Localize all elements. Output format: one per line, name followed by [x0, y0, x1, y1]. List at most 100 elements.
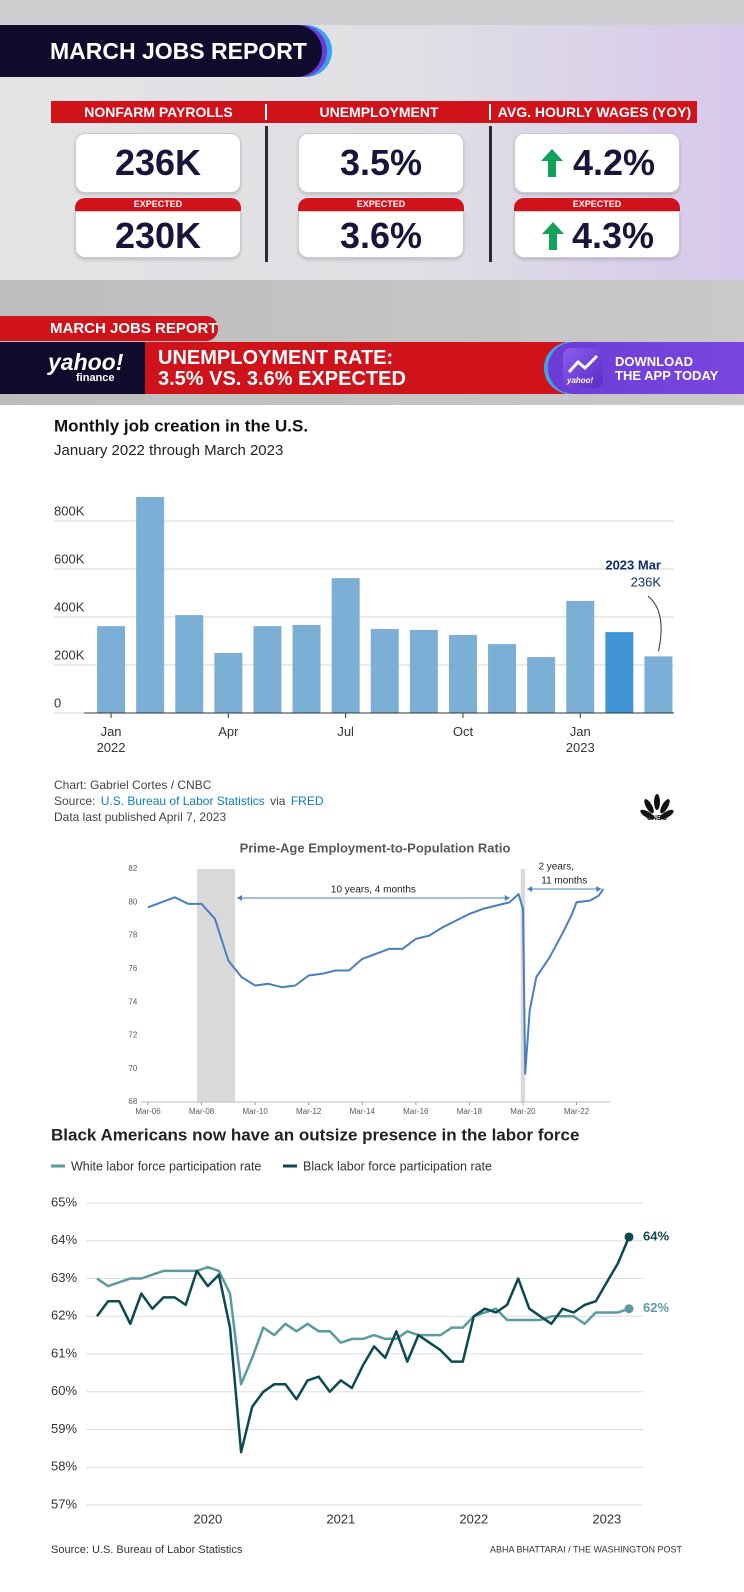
expected-tab: EXPECTED [514, 198, 680, 211]
panel-header-bar [51, 101, 697, 123]
source-link[interactable]: U.S. Bureau of Labor Statistics [101, 794, 265, 808]
expected-value: 3.6% [298, 211, 464, 258]
x-tick-label: Mar-10 [242, 1107, 268, 1116]
logo-sub: finance [76, 372, 115, 384]
up-arrow [541, 221, 564, 250]
y-tick-label: 68 [128, 1097, 137, 1106]
x-tick-label: 2023 [592, 1511, 621, 1526]
x-tick-label: Jan 2022 [97, 724, 126, 755]
source-via: via [270, 794, 286, 808]
recession-band [197, 869, 236, 1102]
line [95, 1236, 631, 1454]
end-dot [624, 1304, 634, 1314]
chart-title: Black Americans now have an outsize pres… [51, 1125, 579, 1144]
y-tick-label: 200K [54, 647, 85, 662]
separator [265, 104, 267, 120]
legend-label: Black labor force participation rate [303, 1159, 492, 1173]
x-tick-label: Apr [218, 724, 239, 739]
icon-graph [567, 354, 599, 374]
source-link[interactable]: FRED [291, 794, 324, 808]
y-tick-label: 65% [51, 1194, 77, 1209]
bar [370, 629, 399, 713]
bar [448, 635, 477, 713]
headline-band [145, 342, 565, 394]
y-tick-label: 800K [54, 503, 85, 518]
chart-title: Monthly job creation in the U.S. [54, 416, 308, 435]
y-tick-label: 64% [51, 1232, 77, 1247]
tag: MARCH JOBS REPORT [0, 316, 218, 341]
source: Source: U.S. Bureau of Labor Statistics … [54, 794, 324, 808]
annotation: 10 years, 4 months [331, 885, 416, 896]
expected-tab: EXPECTED [298, 198, 464, 211]
headline: UNEMPLOYMENT RATE: [158, 347, 394, 369]
x-tick-label: Jul [337, 724, 354, 739]
value-label: 236K [631, 574, 662, 589]
promo-text: DOWNLOAD [615, 354, 693, 369]
expected-value: 230K [75, 211, 241, 258]
expected-box: 4.3% [514, 211, 680, 258]
note: Data last published April 7, 2023 [54, 810, 226, 824]
actual-value: 3.5% [298, 133, 464, 193]
y-tick-label: 62% [51, 1308, 77, 1323]
end-label: 64% [643, 1228, 669, 1243]
x-tick-label: Mar-12 [296, 1107, 322, 1116]
leader [647, 595, 662, 652]
chart-title: Prime-Age Employment-to-Population Ratio [240, 840, 511, 855]
annotation: 2023 Mar [605, 557, 661, 572]
y-tick-label: 0 [54, 695, 61, 710]
bar [331, 578, 360, 713]
bar [97, 626, 126, 713]
x-tick-label: Mar-16 [403, 1107, 429, 1116]
y-tick-label: 72 [128, 1031, 137, 1040]
y-tick-label: 82 [128, 864, 137, 873]
headline: 3.5% VS. 3.6% EXPECTED [158, 368, 406, 390]
bar [644, 656, 673, 713]
broadcast: MARCH JOBS REPORT NONFARM PAYROLLS UNEMP… [0, 0, 744, 405]
panel-label: NONFARM PAYROLLS [84, 104, 233, 120]
end-label: 62% [643, 1300, 669, 1315]
recession-band [520, 869, 526, 1102]
app-icon: yahoo! [563, 348, 603, 388]
y-tick-label: 600K [54, 551, 85, 566]
icon-text: yahoo! [567, 376, 594, 385]
actual-box: 4.2% [514, 133, 680, 193]
line [147, 888, 605, 1075]
y-tick-label: 59% [51, 1421, 77, 1436]
bar [136, 497, 165, 713]
bar [488, 644, 517, 713]
divider [489, 126, 492, 262]
source: Source: U.S. Bureau of Labor Statistics [51, 1544, 243, 1556]
bar [527, 657, 556, 713]
bar [605, 632, 634, 713]
annotation: 11 months [541, 876, 587, 887]
y-tick-label: 58% [51, 1459, 77, 1474]
top-strip [0, 0, 744, 25]
cnbc-peacock [640, 794, 674, 820]
panel-label: UNEMPLOYMENT [319, 104, 439, 120]
end-dot [624, 1232, 634, 1242]
x-tick-label: Jan 2023 [566, 724, 595, 755]
bar [566, 600, 595, 713]
x-tick-label: 2021 [326, 1511, 355, 1526]
credit: Chart: Gabriel Cortes / CNBC [54, 778, 212, 792]
header: MARCH JOBS REPORT [0, 25, 322, 77]
legend-label: White labor force participation rate [71, 1159, 261, 1173]
x-tick-label: Mar-18 [457, 1107, 483, 1116]
bar [292, 624, 321, 713]
chart-subtitle: January 2022 through March 2023 [54, 442, 283, 459]
x-tick-label: Mar-20 [510, 1107, 536, 1116]
y-tick-label: 57% [51, 1496, 77, 1511]
bar [175, 615, 204, 713]
logo-brand: yahoo! [48, 349, 124, 375]
line [96, 1265, 630, 1386]
x-tick-label: Mar-06 [135, 1107, 161, 1116]
x-tick-label: Mar-08 [189, 1107, 215, 1116]
x-tick-label: 2022 [459, 1511, 488, 1526]
y-tick-label: 63% [51, 1270, 77, 1285]
expected-value: 4.3% [571, 214, 655, 256]
x-tick-label: Oct [453, 724, 474, 739]
y-tick-label: 400K [54, 599, 85, 614]
source-prefix: Source: [54, 794, 95, 808]
y-tick-label: 70 [128, 1064, 137, 1073]
